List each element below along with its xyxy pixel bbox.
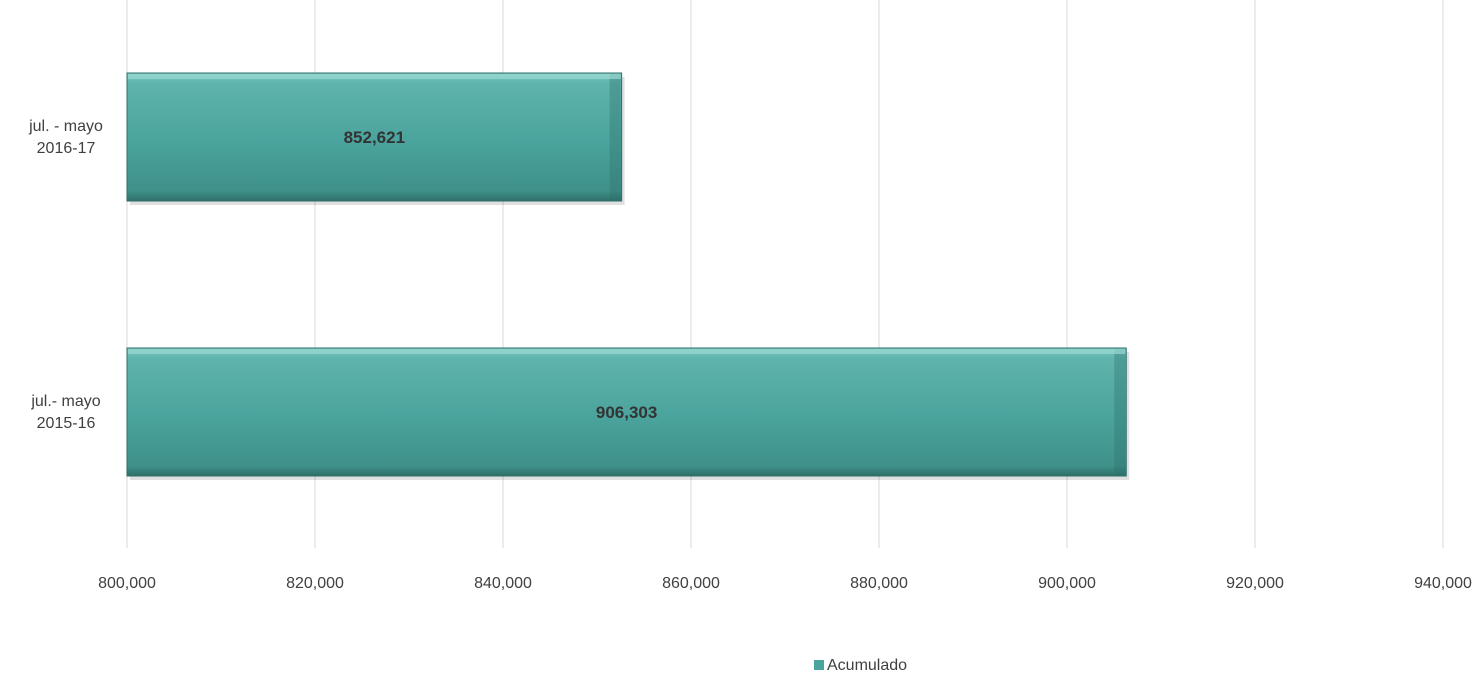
bar-bevel <box>609 74 621 200</box>
bar <box>126 347 1127 477</box>
labels: 800,000 820,000 840,000 860,000 880,000 900,0… <box>28 118 1472 592</box>
bar-bevel <box>1114 349 1126 475</box>
bar-highlight <box>128 74 621 79</box>
x-tick-label: 900,000 <box>1038 575 1096 592</box>
x-tick-label: 940,000 <box>1414 575 1472 592</box>
x-tick-label: 820,000 <box>286 575 344 592</box>
x-tick-label: 860,000 <box>662 575 720 592</box>
bars <box>126 72 1130 480</box>
legend-label: Acumulado <box>827 657 907 674</box>
bar-highlight <box>128 349 1126 354</box>
data-label: 852,621 <box>344 128 405 147</box>
legend: Acumulado <box>814 657 907 674</box>
x-tick-label: 800,000 <box>98 575 156 592</box>
data-label: 906,303 <box>596 403 657 422</box>
y-category-label: jul. - mayo <box>28 118 103 135</box>
bar <box>126 72 623 202</box>
legend-swatch <box>814 660 824 670</box>
x-tick-label: 880,000 <box>850 575 908 592</box>
y-category-label: jul.- mayo <box>30 393 100 410</box>
x-tick-label: 920,000 <box>1226 575 1284 592</box>
y-category-label: 2015-16 <box>37 415 96 432</box>
x-tick-label: 840,000 <box>474 575 532 592</box>
y-category-label: 2016-17 <box>37 140 96 157</box>
